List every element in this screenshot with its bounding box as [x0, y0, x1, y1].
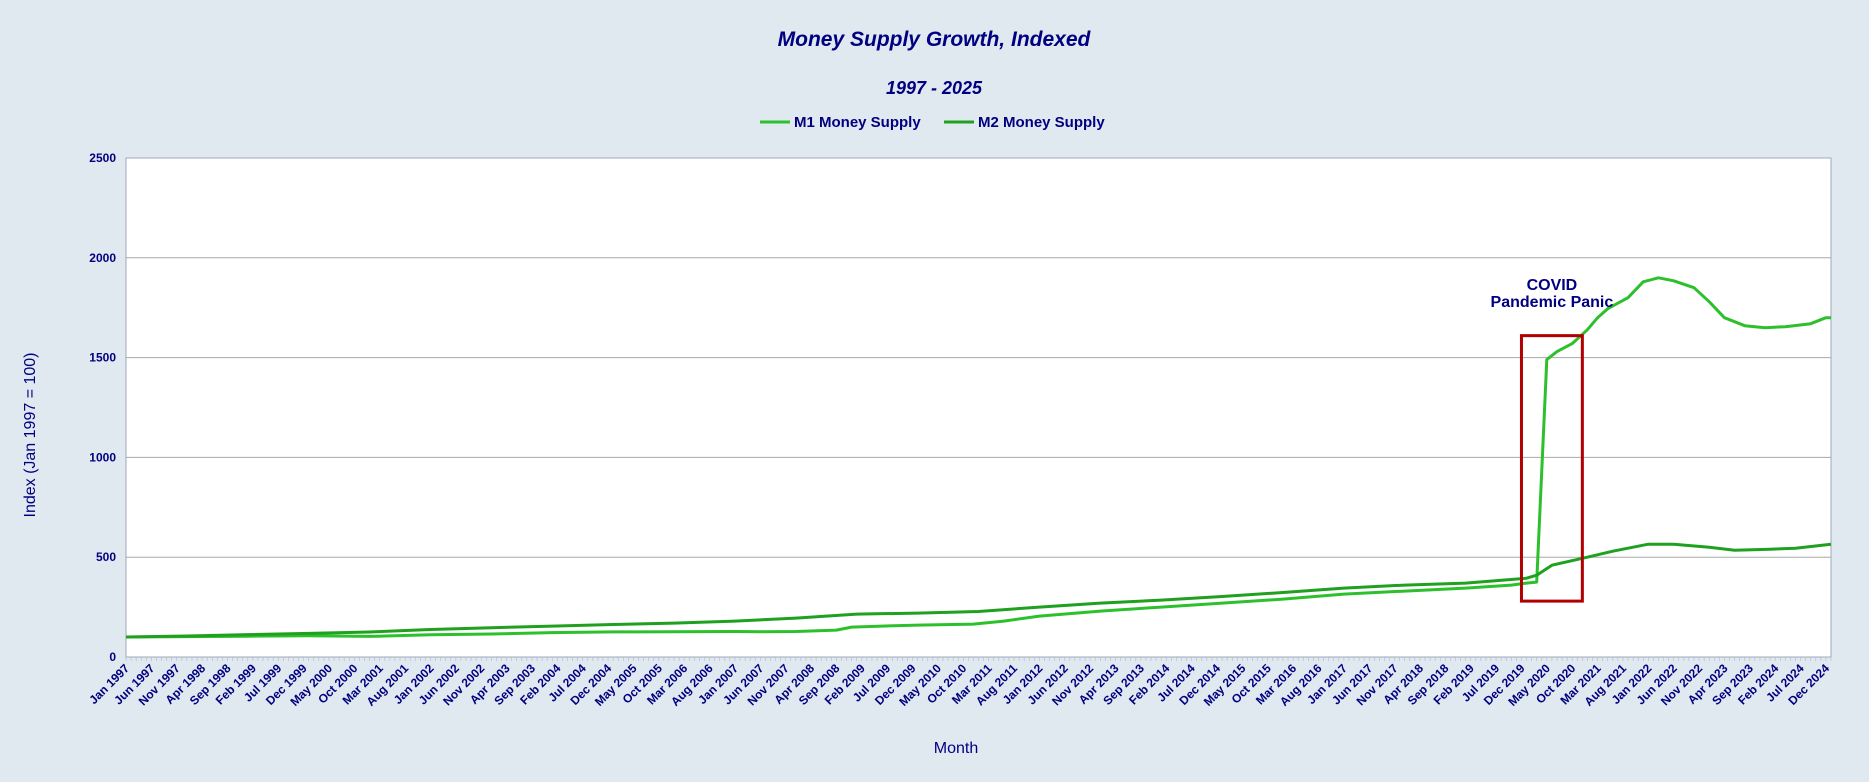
- chart-title: Money Supply Growth, Indexed: [778, 28, 1092, 51]
- y-axis-label: Index (Jan 1997 = 100): [22, 352, 39, 517]
- series-line-m1: [125, 276, 1831, 639]
- gridlines: [126, 257, 1831, 558]
- y-tick-label: 1000: [89, 450, 116, 464]
- plot-area: [125, 157, 1832, 658]
- legend: M1 Money Supply M2 Money Supply: [760, 114, 1105, 131]
- annotation-text: COVID: [1527, 277, 1578, 294]
- y-tick-label: 500: [96, 550, 116, 564]
- x-axis-label: Month: [934, 740, 978, 757]
- chart-subtitle: 1997 - 2025: [886, 78, 983, 98]
- series-line-m2: [125, 542, 1832, 639]
- y-tick-label: 2000: [89, 251, 116, 265]
- y-tick-label: 2500: [89, 151, 116, 165]
- annotation-box: [1519, 334, 1584, 603]
- y-tick-label: 0: [109, 650, 116, 664]
- legend-label: M1 Money Supply: [794, 114, 921, 131]
- annotation-text: Pandemic Panic: [1491, 294, 1614, 311]
- series-layer: [125, 276, 1832, 639]
- y-tick-label: 1500: [89, 351, 116, 365]
- y-axis-ticks: 0 500 1000 1500 2000 2500: [89, 151, 116, 664]
- legend-label: M2 Money Supply: [978, 114, 1105, 131]
